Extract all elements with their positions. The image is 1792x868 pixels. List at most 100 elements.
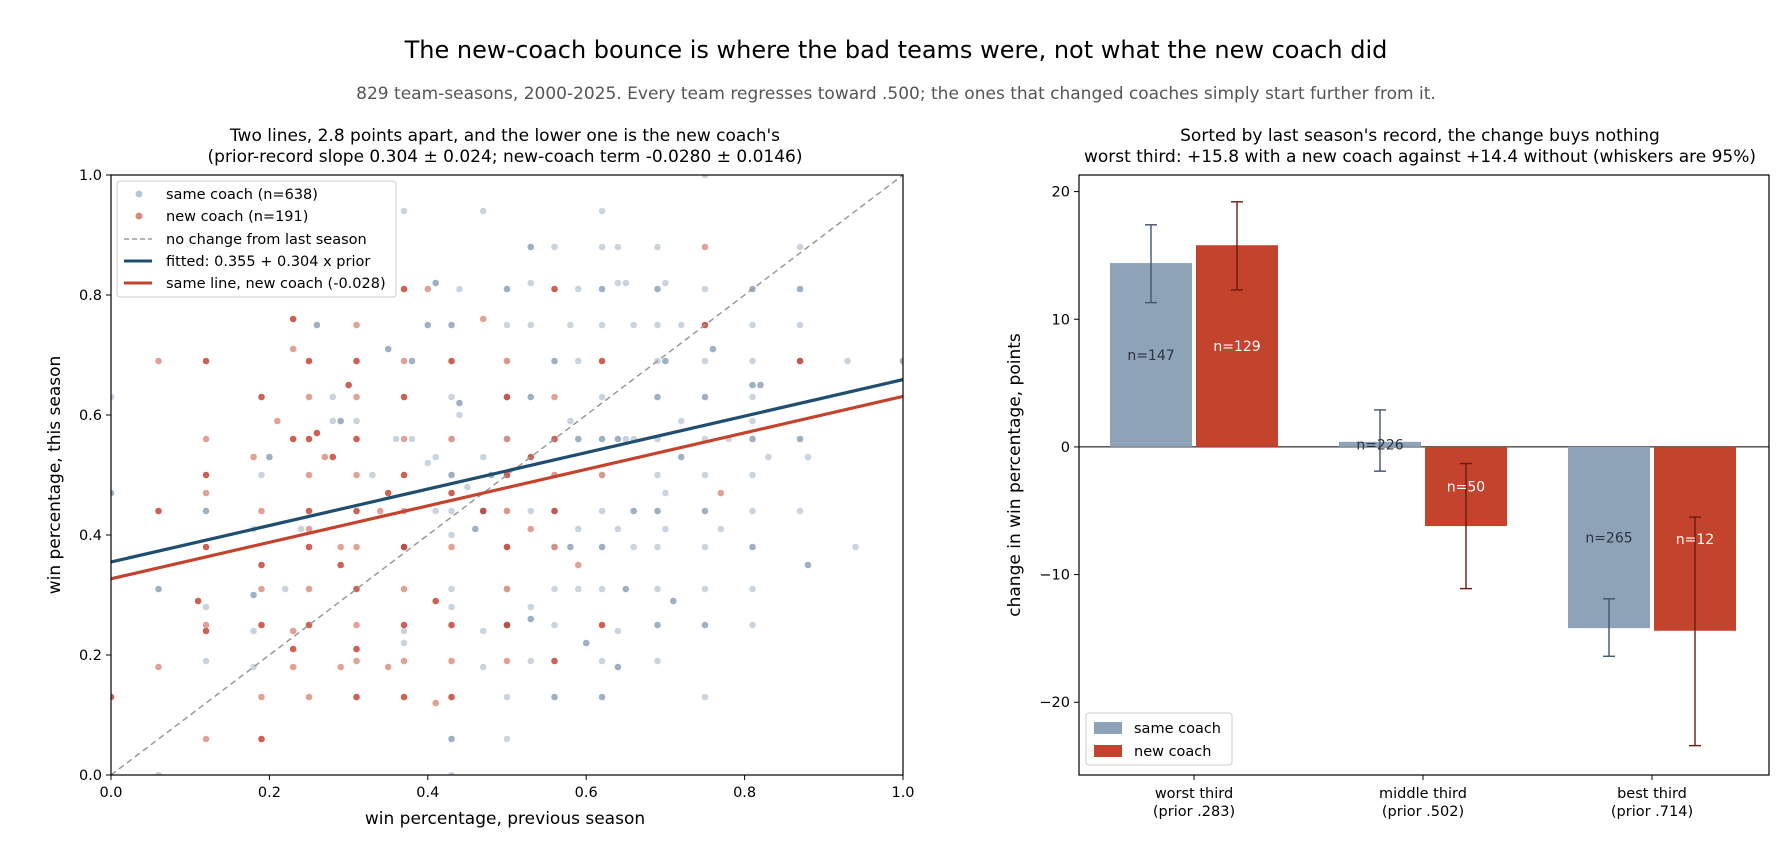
new-coach-point	[400, 693, 408, 701]
new-coach-point	[305, 543, 313, 551]
new-coach-point	[384, 489, 392, 497]
same-coach-point	[527, 603, 535, 611]
same-coach-point	[408, 435, 416, 443]
new-coach-point	[432, 699, 440, 707]
same-coach-point	[796, 285, 804, 293]
new-coach-point	[574, 561, 582, 569]
new-coach-point	[598, 471, 606, 479]
same-coach-point	[614, 663, 622, 671]
bar-axes-frame	[1078, 174, 1770, 776]
new-coach-point	[551, 657, 558, 665]
same-coach-point	[448, 507, 455, 515]
same-coach-point	[598, 207, 606, 215]
legend-fitted-label: fitted: 0.355 + 0.304 x prior	[166, 254, 370, 270]
y-tick-label: 0.4	[79, 528, 102, 544]
same-coach-point	[503, 285, 511, 293]
new-coach-point	[305, 357, 313, 365]
same-coach-point	[400, 627, 408, 635]
bar-n-label: n=12	[1676, 532, 1714, 548]
same-coach-point	[574, 357, 582, 365]
same-coach-point	[654, 585, 661, 593]
figure-title: The new-coach bounce is where the bad te…	[404, 36, 1388, 64]
same-coach-point	[630, 321, 638, 329]
same-coach-point	[598, 693, 606, 701]
no-change-diagonal-line	[111, 175, 903, 775]
same-coach-point	[844, 357, 851, 365]
same-coach-point	[701, 585, 709, 593]
new-coach-point	[448, 435, 455, 443]
new-coach-point	[400, 543, 408, 551]
new-coach-point	[376, 507, 384, 515]
same-coach-point	[503, 735, 511, 743]
same-coach-point	[448, 471, 455, 479]
same-coach-point	[701, 285, 709, 293]
same-coach-point	[551, 693, 558, 701]
bar-y-tick-label: −10	[1039, 568, 1070, 584]
same-coach-point	[598, 657, 606, 665]
y-tick-label: 0.8	[79, 288, 102, 304]
same-coach-point	[329, 393, 337, 401]
same-coach-point	[630, 507, 638, 515]
new-coach-point	[289, 663, 297, 671]
same-coach-point	[551, 357, 558, 365]
legend-same-coach-label: same coach (n=638)	[166, 187, 318, 203]
bar-legend: same coach new coach	[1085, 712, 1233, 766]
scatter-plot-area: 0.0 0.2 0.4 0.6 0.8 1.0 0.0 0.2 0.4 0.6 0.8 1.0	[79, 168, 915, 801]
same-coach-point	[622, 435, 630, 443]
same-coach-point	[503, 321, 511, 329]
same-coach-point	[598, 585, 606, 593]
new-coach-point	[353, 321, 360, 329]
new-coach-point	[202, 357, 210, 365]
same-coach-point	[202, 657, 210, 665]
bar-n-label: n=265	[1585, 531, 1632, 547]
same-coach-point	[432, 507, 440, 515]
same-coach-point	[448, 531, 455, 539]
new-coach-point	[337, 543, 344, 551]
bar-y-tick-label: −20	[1039, 695, 1070, 711]
new-coach-point	[448, 489, 455, 497]
same-coach-point	[503, 693, 511, 701]
same-coach-point	[749, 357, 756, 365]
same-coach-point	[155, 585, 162, 593]
scatter-title-line2: (prior-record slope 0.304 ± 0.024; new-c…	[208, 147, 803, 167]
bar-title-line1: Sorted by last season's record, the chan…	[1180, 126, 1660, 146]
new-coach-point	[400, 435, 408, 443]
same-coach-point	[622, 279, 630, 287]
same-coach-point	[111, 393, 115, 401]
scatter-panel: Two lines, 2.8 points apart, and the low…	[45, 126, 915, 829]
same-coach-point	[804, 561, 812, 569]
new-coach-point	[258, 693, 265, 701]
bar-y-tick-label: 10	[1052, 312, 1070, 328]
same-coach-point	[574, 585, 582, 593]
new-coach-point	[384, 663, 392, 671]
same-coach-point	[527, 507, 535, 515]
scatter-xlabel: win percentage, previous season	[365, 809, 645, 829]
same-coach-point	[313, 321, 321, 329]
new-coach-point	[598, 621, 606, 629]
same-coach-point	[701, 175, 709, 179]
new-coach-point	[353, 543, 360, 551]
same-coach-point	[527, 393, 535, 401]
same-coach-point	[574, 285, 582, 293]
new-coach-point	[448, 657, 455, 665]
bar-n-label: n=129	[1213, 339, 1260, 355]
same-coach-point	[757, 381, 764, 389]
new-coach-point	[353, 471, 360, 479]
category-label: worst third	[1155, 786, 1233, 802]
x-tick-label: 0.2	[258, 785, 281, 801]
same-coach-point	[622, 585, 630, 593]
new-coach-point	[305, 471, 313, 479]
same-coach-point	[400, 639, 408, 647]
new-coach-point	[155, 507, 162, 515]
new-coach-point	[353, 693, 360, 701]
new-coach-point	[400, 585, 408, 593]
new-coach-point	[202, 471, 210, 479]
same-coach-point	[448, 603, 455, 611]
new-coach-point	[353, 357, 360, 365]
bar-panel: Sorted by last season's record, the chan…	[1005, 126, 1770, 820]
same-coach-point	[662, 489, 669, 497]
same-coach-point	[448, 393, 455, 401]
same-coach-point	[701, 621, 709, 629]
same-coach-point	[654, 507, 661, 515]
same-coach-point	[796, 435, 804, 443]
